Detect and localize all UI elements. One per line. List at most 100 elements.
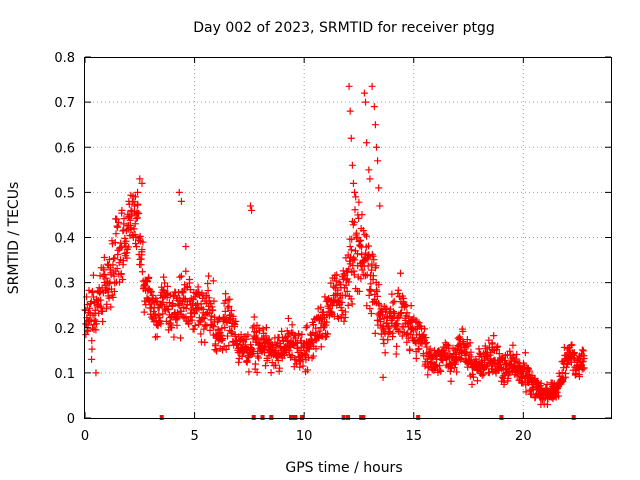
data-point	[341, 308, 349, 316]
data-point	[191, 322, 199, 330]
data-point	[344, 301, 352, 309]
data-point	[112, 230, 120, 238]
data-point-outlier	[375, 184, 383, 192]
data-point	[467, 353, 475, 361]
data-point	[341, 291, 349, 299]
zero-point-marker	[571, 415, 576, 420]
data-point	[272, 361, 280, 369]
data-point	[388, 290, 396, 298]
data-point-outlier	[88, 355, 96, 363]
data-point	[355, 238, 363, 246]
x-tick-label: 15	[405, 429, 422, 444]
data-point	[347, 295, 355, 303]
data-point	[102, 274, 110, 282]
data-point	[259, 325, 267, 333]
data-point-outlier	[177, 197, 185, 205]
data-point	[380, 339, 388, 347]
data-point	[327, 279, 335, 287]
data-point	[170, 333, 178, 341]
data-point	[336, 280, 344, 288]
data-point	[104, 260, 112, 268]
data-point	[478, 371, 486, 379]
data-point	[272, 341, 280, 349]
data-point	[132, 240, 140, 248]
data-point	[127, 225, 135, 233]
data-point	[322, 321, 330, 329]
data-point	[493, 343, 501, 351]
zero-point-marker	[361, 415, 366, 420]
data-point	[114, 223, 122, 231]
data-point	[296, 347, 304, 355]
data-point	[125, 243, 133, 251]
data-point	[118, 206, 126, 214]
data-point	[133, 214, 141, 222]
data-point	[368, 260, 376, 268]
data-point	[513, 350, 521, 358]
data-point	[204, 287, 212, 295]
data-point	[262, 324, 270, 332]
data-point	[168, 324, 176, 332]
data-point	[457, 355, 465, 363]
data-point	[403, 309, 411, 317]
data-point	[407, 330, 415, 338]
data-point	[415, 345, 423, 353]
data-point	[421, 325, 429, 333]
data-point	[174, 300, 182, 308]
data-point	[361, 231, 369, 239]
data-point	[105, 256, 113, 264]
data-point	[85, 304, 93, 312]
zero-point-marker	[499, 415, 504, 420]
grid	[85, 57, 611, 418]
zero-point-marker	[260, 415, 265, 420]
data-point	[151, 312, 159, 320]
data-point-outlier	[363, 139, 371, 147]
data-point	[89, 271, 97, 279]
data-point	[190, 325, 198, 333]
data-point	[88, 345, 96, 353]
data-point	[141, 281, 149, 289]
data-point	[169, 299, 177, 307]
data-point-outlier	[347, 134, 355, 142]
data-point	[459, 327, 467, 335]
data-point	[110, 272, 118, 280]
data-point	[224, 332, 232, 340]
data-point	[235, 358, 243, 366]
zero-point-marker	[293, 415, 298, 420]
data-point	[213, 347, 221, 355]
data-point	[203, 322, 211, 330]
data-point	[446, 367, 454, 375]
data-point	[101, 271, 109, 279]
data-point-outlier	[354, 211, 362, 219]
data-point	[404, 329, 412, 337]
data-point	[250, 313, 258, 321]
data-point	[345, 278, 353, 286]
data-point	[299, 362, 307, 370]
data-point	[302, 324, 310, 332]
data-point	[579, 365, 587, 373]
data-point-outlier	[368, 82, 376, 90]
data-point	[531, 374, 539, 382]
data-point-outlier	[345, 82, 353, 90]
data-point	[176, 273, 184, 281]
data-point	[406, 347, 414, 355]
data-point	[579, 358, 587, 366]
data-point	[575, 373, 583, 381]
data-point	[401, 300, 409, 308]
data-point	[407, 302, 415, 310]
data-point	[245, 368, 253, 376]
data-point	[485, 369, 493, 377]
data-point-outlier	[175, 188, 183, 196]
y-tick-label: 0.8	[54, 51, 75, 66]
data-point	[153, 297, 161, 305]
data-point	[309, 321, 317, 329]
data-point	[138, 246, 146, 254]
data-point	[348, 235, 356, 243]
data-point	[105, 294, 113, 302]
data-point	[381, 349, 389, 357]
data-point	[209, 306, 217, 314]
data-point	[466, 339, 474, 347]
data-point	[580, 355, 588, 363]
data-point	[98, 307, 106, 315]
data-point-outlier	[357, 224, 365, 232]
chart-title: Day 002 of 2023, SRMTID for receiver ptg…	[193, 20, 495, 36]
